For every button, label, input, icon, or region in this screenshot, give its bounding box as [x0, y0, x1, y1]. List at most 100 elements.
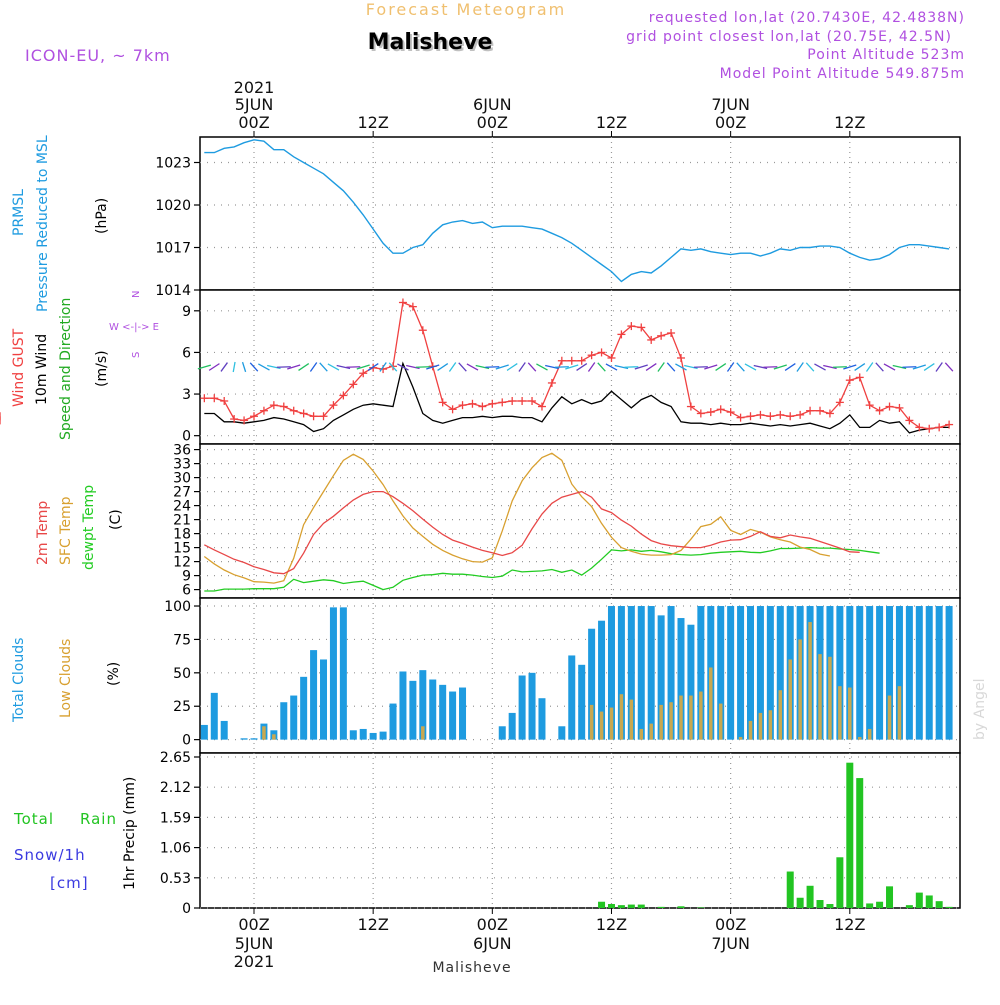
rain-bar: [638, 905, 645, 908]
panel-frame: [200, 137, 960, 290]
rain-bar: [618, 905, 625, 908]
low-cloud-bar: [788, 659, 792, 739]
low-cloud-bar: [610, 708, 614, 740]
total-cloud-bar: [241, 738, 248, 739]
bottom-date-label: 5JUN: [235, 934, 274, 953]
y-tick-label: 9: [182, 304, 191, 320]
top-date-label: 5JUN: [235, 95, 274, 114]
low-cloud-bar: [600, 712, 604, 740]
low-cloud-bar: [759, 713, 763, 740]
dew-label: dewpt Temp: [81, 485, 97, 570]
total-cloud-bar: [916, 606, 923, 740]
low-cloud-bar: [848, 688, 852, 740]
y-tick-label: 0: [182, 901, 191, 917]
y-tick-label: 0: [182, 733, 191, 749]
low-clouds-label: Low Clouds: [58, 639, 74, 718]
rain-bar: [658, 907, 665, 908]
bottom-date-label: 7JUN: [711, 934, 750, 953]
rain-bar: [876, 902, 883, 908]
model-name: ICON-EU, ~ 7km: [25, 46, 171, 65]
y-tick-label: 1.06: [160, 841, 191, 857]
low-cloud-bar: [640, 729, 644, 740]
speed-direction-label: Speed and Direction: [58, 298, 74, 440]
y-tick-label: 3: [182, 387, 191, 403]
precip-labels: Total Rain Snow/1h [cm] 1hr Precip (mm): [13, 777, 138, 892]
rain-bar: [797, 898, 804, 908]
total-cloud-bar: [578, 665, 585, 740]
total-cloud-bar: [330, 607, 337, 739]
total-cloud-bar: [568, 655, 575, 739]
dir-n-label: N: [131, 291, 142, 298]
total-cloud-bar: [459, 688, 466, 740]
low-cloud-bar: [779, 690, 783, 739]
total-cloud-bar: [409, 681, 416, 740]
total-cloud-bar: [558, 726, 565, 739]
total-cloud-bar: [360, 729, 367, 740]
total-cloud-bar: [926, 606, 933, 740]
low-cloud-bar: [739, 737, 743, 740]
y-tick-label: 1.59: [160, 810, 191, 826]
y-tick-label: 75: [173, 632, 191, 648]
low-cloud-bar: [818, 654, 822, 740]
total-cloud-bar: [320, 659, 327, 739]
low-cloud-bar: [699, 692, 703, 740]
rain-bar: [807, 886, 814, 908]
rain-bar: [608, 904, 615, 908]
pressure-msl-label: Pressure Reduced to MSL: [35, 135, 51, 312]
rain-bar: [926, 895, 933, 908]
low-cloud-bar: [868, 729, 872, 740]
low-cloud-bar: [590, 705, 594, 740]
total-cloud-bar: [509, 713, 516, 740]
low-cloud-bar: [898, 686, 902, 739]
bottom-time-label: 12Z: [357, 915, 388, 934]
low-cloud-bar: [620, 694, 624, 739]
y-tick-label: 2.12: [160, 780, 191, 796]
low-cloud-bar: [709, 667, 713, 739]
total-cloud-bar: [370, 733, 377, 740]
cm-label: [cm]: [50, 874, 89, 892]
top-time-label: 00Z: [477, 113, 508, 132]
low-cloud-bar: [689, 696, 693, 740]
total-cloud-bar: [429, 680, 436, 740]
rain-bar: [906, 905, 913, 908]
total-cloud-bar: [906, 606, 913, 740]
low-cloud-bar: [838, 686, 842, 739]
total-cloud-bar: [380, 732, 387, 740]
y-tick-label: 0.53: [160, 871, 191, 887]
rain-bar: [677, 906, 684, 908]
cloud-labels: Total Clouds Low Clouds (%): [11, 638, 122, 723]
y-tick-label: 100: [164, 599, 191, 615]
bottom-time-label: 00Z: [238, 915, 269, 934]
pressure-labels: PRMSL Pressure Reduced to MSL (hPa): [11, 135, 110, 312]
top-time-label: 00Z: [715, 113, 746, 132]
total-cloud-bar: [529, 673, 536, 740]
c-label: (C): [108, 509, 124, 530]
top-title: Forecast Meteogram: [366, 0, 566, 19]
dir-s-label: S: [131, 352, 142, 358]
total-cloud-bar: [280, 702, 287, 739]
rain-bar: [628, 905, 635, 908]
bottom-time-label: 12Z: [596, 915, 627, 934]
y-tick-label: 25: [173, 699, 191, 715]
total-cloud-bar: [390, 704, 397, 740]
low-cloud-bar: [858, 737, 862, 740]
total-cloud-bar: [499, 726, 506, 739]
low-cloud-bar: [679, 696, 683, 740]
total-cloud-bar: [936, 606, 943, 740]
low-cloud-bar: [828, 657, 832, 740]
top-date-label: 6JUN: [473, 95, 512, 114]
rain-bar: [826, 904, 833, 908]
dir-we-label: W <-|-> E: [109, 322, 159, 333]
rain-bar: [846, 763, 853, 908]
y-tick-label: 6: [182, 345, 191, 361]
total-cloud-bar: [439, 685, 446, 740]
y-tick-label: 1014: [155, 283, 191, 299]
rain-bar: [817, 900, 824, 908]
gust-label: Wind GUST: [11, 328, 27, 407]
total-cloud-bar: [290, 696, 297, 740]
requested-coords: requested lon,lat (20.7430E, 42.4838N): [649, 10, 965, 26]
point-altitude: Point Altitude 523m: [807, 47, 965, 63]
low-cloud-bar: [262, 726, 266, 739]
bottom-time-label: 00Z: [477, 915, 508, 934]
location-title-main: Malisheve: [368, 30, 493, 55]
